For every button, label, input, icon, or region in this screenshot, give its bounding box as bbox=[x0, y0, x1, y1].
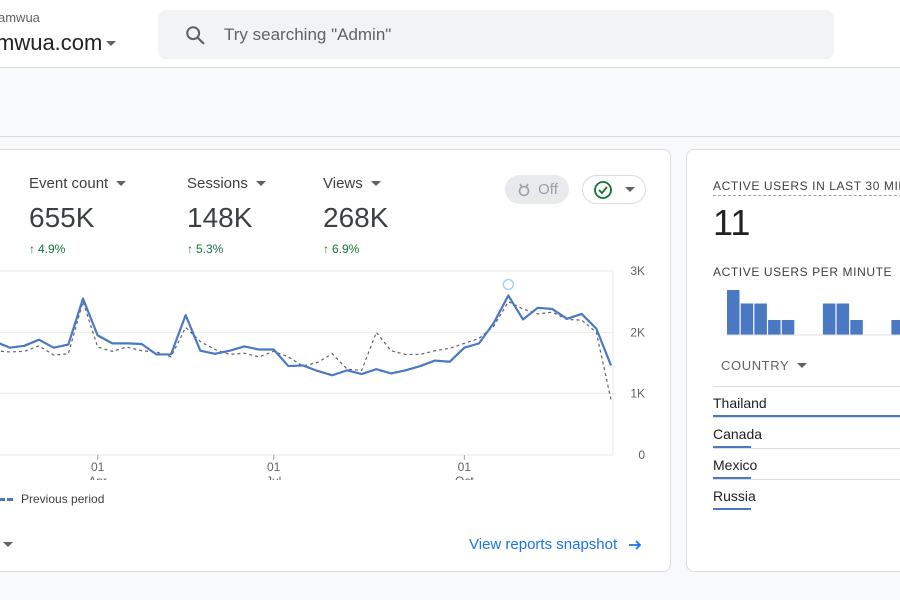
metric-change: 5.3% bbox=[196, 242, 224, 256]
metric-label: Sessions bbox=[187, 175, 248, 192]
metric-value: 268K bbox=[323, 202, 389, 233]
country-name: Russia bbox=[713, 488, 756, 504]
metric-sessions[interactable]: Sessions 148K ↑ 5.3% bbox=[187, 175, 266, 256]
caret-down-icon bbox=[116, 181, 127, 186]
search-input[interactable] bbox=[224, 24, 784, 45]
country-name: Thailand bbox=[713, 395, 767, 411]
caret-down-icon bbox=[625, 187, 635, 192]
property-name: mwua.com bbox=[0, 30, 103, 55]
caret-down-icon bbox=[797, 363, 808, 368]
metric-change: 6.9% bbox=[332, 242, 360, 256]
per-minute-bar bbox=[822, 303, 836, 335]
country-row[interactable]: Canada bbox=[713, 417, 900, 448]
arrow-up-icon: ↑ bbox=[29, 242, 35, 256]
caret-down-icon bbox=[106, 40, 117, 46]
view-snapshot-link[interactable]: View reports snapshot bbox=[469, 536, 643, 553]
search-bar[interactable] bbox=[158, 10, 834, 59]
snapshot-label: View reports snapshot bbox=[469, 536, 618, 553]
country-share-bar bbox=[713, 477, 751, 479]
y-tick-label: 0 bbox=[638, 448, 645, 462]
per-minute-bar bbox=[727, 290, 740, 335]
y-tick-label: 1K bbox=[630, 387, 645, 401]
country-share-bar bbox=[713, 508, 751, 510]
realtime-card: ACTIVE USERS IN LAST 30 MINUTES 11 ACTIV… bbox=[686, 149, 900, 572]
insights-toggle[interactable]: Off bbox=[505, 175, 569, 204]
country-row[interactable]: Thailand bbox=[713, 386, 900, 417]
y-tick-label: 3K bbox=[630, 264, 645, 278]
check-circle-icon bbox=[594, 180, 612, 199]
search-icon bbox=[186, 25, 205, 44]
per-minute-bar bbox=[768, 320, 781, 335]
x-tick-day: 01 bbox=[91, 460, 105, 474]
country-header-label: COUNTRY bbox=[721, 358, 790, 373]
overview-card: Event count 655K ↑ 4.9% Sessions 148K ↑ 5.… bbox=[0, 149, 671, 572]
legend-previous-label: Previous period bbox=[21, 492, 105, 506]
country-share-bar bbox=[713, 415, 900, 417]
caret-down-icon[interactable] bbox=[3, 542, 13, 547]
account-name: amwua bbox=[0, 10, 40, 25]
property-selector[interactable]: mwua.com bbox=[0, 30, 117, 56]
caret-down-icon bbox=[370, 181, 381, 186]
series-previous-line bbox=[0, 299, 612, 400]
per-minute-bar-chart bbox=[727, 290, 900, 336]
metric-value: 655K bbox=[29, 202, 95, 233]
active-users-count: 11 bbox=[713, 202, 751, 243]
metric-label: Event count bbox=[29, 175, 109, 192]
x-tick-month: Jul bbox=[266, 474, 281, 480]
x-tick-day: 01 bbox=[267, 460, 281, 474]
x-tick-month: Oct bbox=[455, 474, 474, 480]
data-quality-button[interactable] bbox=[582, 175, 646, 204]
series-current-line bbox=[0, 294, 613, 377]
metric-label: Views bbox=[323, 175, 363, 192]
per-minute-bar bbox=[836, 303, 850, 335]
y-tick-label: 2K bbox=[630, 325, 645, 339]
toggle-label: Off bbox=[538, 181, 558, 198]
x-tick-day: 01 bbox=[458, 460, 472, 474]
hover-point bbox=[502, 278, 515, 291]
country-share-bar bbox=[713, 446, 751, 448]
realtime-title: ACTIVE USERS IN LAST 30 MINUTES bbox=[713, 179, 900, 196]
metric-views[interactable]: Views 268K ↑ 6.9% bbox=[323, 175, 388, 256]
per-minute-bar bbox=[891, 320, 900, 335]
dashed-line-icon bbox=[0, 497, 13, 501]
per-minute-bar bbox=[850, 320, 863, 335]
country-row[interactable]: Russia bbox=[713, 479, 900, 510]
sub-header bbox=[0, 69, 900, 137]
chart-legend: Previous period bbox=[0, 492, 104, 506]
metric-value: 148K bbox=[187, 202, 253, 233]
line-chart: 3K2K1K001Apr01Jul01Oct bbox=[0, 264, 645, 480]
arrow-up-icon: ↑ bbox=[187, 242, 193, 256]
top-bar: amwua mwua.com bbox=[0, 0, 900, 68]
metric-change: 4.9% bbox=[38, 242, 66, 256]
caret-down-icon bbox=[255, 181, 266, 186]
per-minute-bar bbox=[740, 303, 754, 335]
arrow-up-icon: ↑ bbox=[323, 242, 329, 256]
insights-icon bbox=[518, 183, 530, 196]
arrow-right-icon bbox=[629, 539, 642, 550]
country-dropdown[interactable]: COUNTRY bbox=[721, 358, 808, 373]
per-minute-label: ACTIVE USERS PER MINUTE bbox=[713, 265, 893, 279]
country-row[interactable]: Mexico bbox=[713, 448, 900, 479]
x-tick-month: Apr bbox=[88, 474, 107, 480]
metric-event-count[interactable]: Event count 655K ↑ 4.9% bbox=[29, 175, 127, 256]
per-minute-bar bbox=[754, 303, 767, 335]
per-minute-bar bbox=[781, 320, 795, 335]
country-name: Mexico bbox=[713, 457, 758, 473]
country-name: Canada bbox=[713, 426, 763, 442]
